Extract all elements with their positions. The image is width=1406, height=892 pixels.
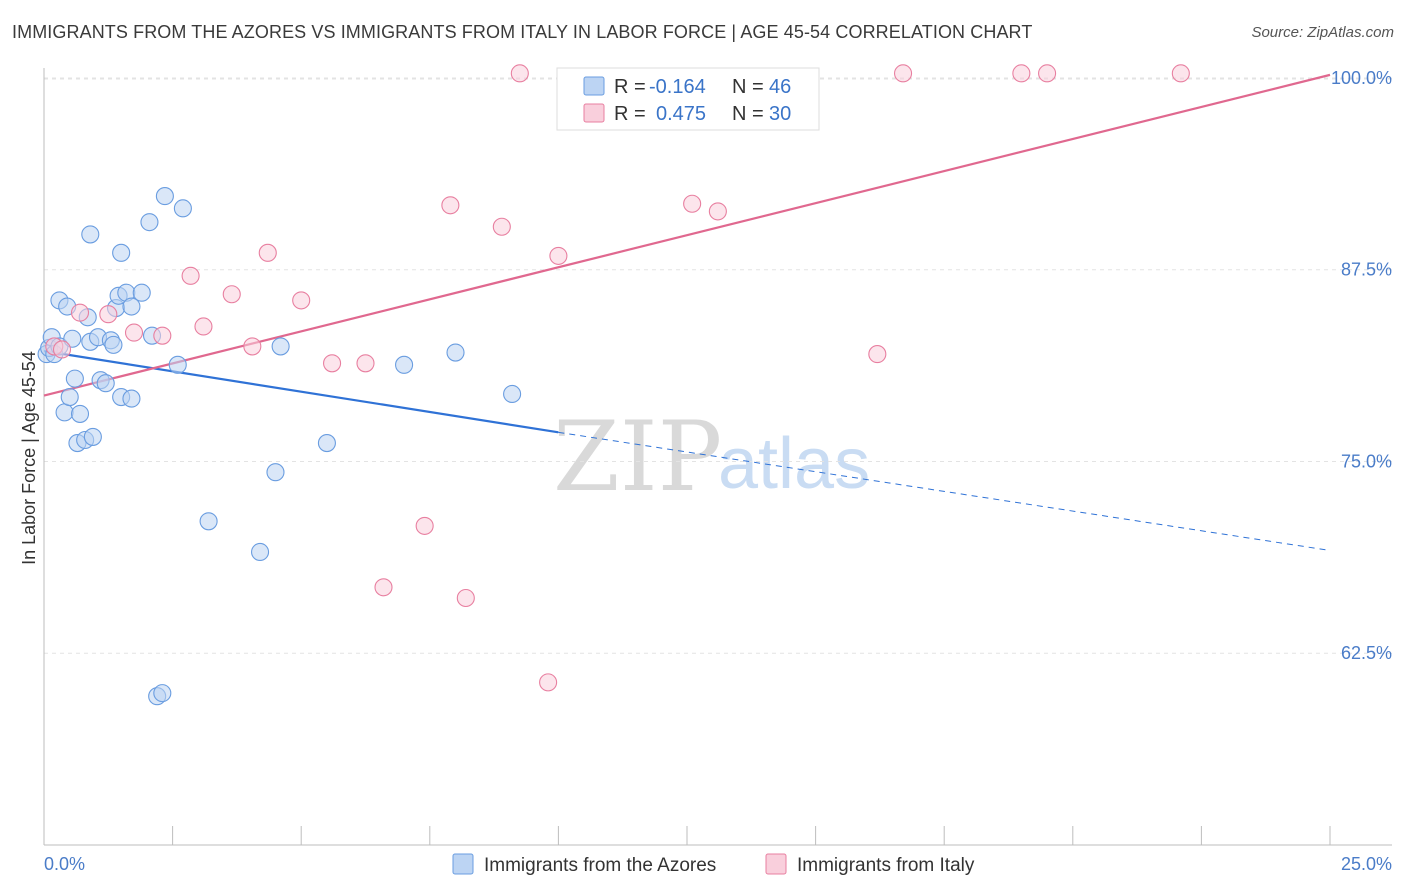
data-point-italy	[1038, 64, 1057, 83]
data-point-italy	[868, 345, 887, 364]
data-point-azores	[317, 434, 336, 453]
data-point-azores	[503, 384, 522, 404]
series-legend: Immigrants from the Azores Immigrants fr…	[452, 853, 975, 876]
data-point-azores	[271, 337, 290, 356]
data-point-italy	[893, 64, 913, 83]
data-point-azores	[199, 512, 218, 531]
data-point-azores	[140, 213, 159, 232]
data-point-italy	[415, 516, 434, 535]
data-point-italy	[356, 354, 375, 373]
data-point-italy	[1012, 64, 1031, 83]
data-point-azores	[395, 355, 414, 374]
data-point-italy	[52, 340, 72, 359]
legend-swatch-italy	[765, 853, 787, 875]
data-point-italy	[539, 673, 558, 692]
stats-n-label-azores: N =	[732, 76, 764, 98]
data-point-azores	[70, 404, 90, 423]
data-point-italy	[292, 291, 311, 310]
data-point-italy	[99, 305, 118, 324]
data-point-italy	[492, 217, 511, 236]
legend-swatch-azores	[452, 853, 474, 875]
data-point-italy	[153, 326, 172, 345]
data-point-azores	[81, 225, 100, 244]
data-point-azores	[96, 374, 115, 393]
x-tick-label-max: 25.0%	[1341, 854, 1392, 874]
data-point-italy	[374, 578, 393, 597]
data-point-italy	[194, 317, 213, 336]
data-point-italy	[683, 194, 702, 213]
gridlines	[44, 77, 1392, 654]
data-point-azores	[173, 199, 192, 218]
stats-n-value-azores: 46	[769, 76, 791, 98]
legend-label-italy: Immigrants from Italy	[797, 855, 975, 876]
data-point-azores	[266, 463, 285, 482]
data-point-italy	[441, 196, 460, 215]
legend-label-azores: Immigrants from the Azores	[484, 855, 716, 876]
watermark-zip: ZIP	[553, 401, 722, 513]
chart-title: IMMIGRANTS FROM THE AZORES VS IMMIGRANTS…	[12, 22, 1033, 42]
data-point-italy	[510, 64, 529, 83]
trend-line-dashed-0	[558, 431, 1331, 551]
data-point-azores	[153, 684, 172, 703]
watermark-atlas: atlas	[718, 424, 870, 504]
stats-r-value-italy: 0.475	[656, 103, 706, 125]
x-tick-label-min: 0.0%	[44, 854, 85, 874]
data-point-italy	[1171, 64, 1190, 83]
data-point-italy	[258, 243, 277, 262]
source-credit: Source: ZipAtlas.com	[1251, 24, 1394, 41]
data-point-italy	[222, 285, 241, 304]
data-point-italy	[323, 354, 342, 373]
data-point-azores	[112, 243, 131, 262]
data-point-italy	[549, 246, 568, 265]
data-point-azores	[60, 387, 79, 407]
data-point-italy	[456, 588, 475, 608]
x-axis-ticks	[43, 826, 1331, 845]
stats-n-label-italy: N =	[732, 103, 764, 125]
y-tick-label: 62.5%	[1341, 643, 1392, 663]
data-point-azores	[168, 355, 187, 374]
stats-r-value-azores: -0.164	[649, 76, 706, 98]
y-tick-labels: 62.5% 75.0% 87.5% 100.0%	[1331, 68, 1392, 663]
data-points	[37, 64, 1190, 706]
data-point-azores	[122, 389, 141, 408]
data-point-azores	[83, 427, 102, 446]
stats-r-label-italy: R =	[614, 103, 646, 125]
y-axis-label: In Labor Force | Age 45-54	[19, 351, 39, 565]
data-point-azores	[250, 542, 270, 562]
data-point-azores	[446, 343, 465, 362]
stats-swatch-azores	[583, 76, 605, 96]
data-point-azores	[55, 403, 74, 422]
data-point-italy	[181, 266, 200, 285]
y-tick-label: 100.0%	[1331, 68, 1392, 88]
stats-n-value-italy: 30	[769, 103, 791, 125]
data-point-italy	[243, 337, 262, 356]
data-point-azores	[65, 369, 84, 388]
trend-line-0	[43, 349, 559, 434]
data-point-azores	[104, 335, 123, 354]
y-tick-label: 87.5%	[1341, 260, 1392, 280]
data-point-italy	[70, 303, 90, 322]
data-point-azores	[122, 297, 141, 316]
y-tick-label: 75.0%	[1341, 451, 1392, 471]
data-point-azores	[132, 283, 151, 302]
stats-r-label-azores: R =	[614, 76, 646, 98]
data-point-azores	[155, 187, 174, 206]
data-point-italy	[124, 323, 144, 342]
data-point-italy	[708, 202, 727, 221]
stats-swatch-italy	[583, 103, 605, 123]
stats-legend: R = -0.164 N = 46 R = 0.475 N = 30	[556, 67, 820, 131]
